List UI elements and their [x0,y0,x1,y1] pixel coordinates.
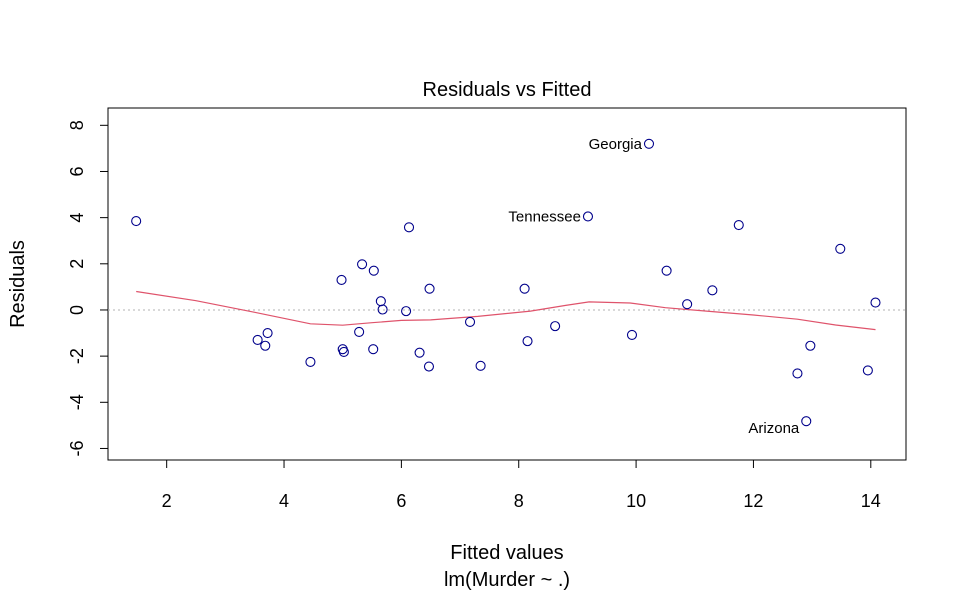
data-point [401,306,412,317]
y-axis-label: Residuals [7,240,29,328]
data-point [375,296,386,307]
point-annotations: Georgia Tennessee Arizona [508,136,799,437]
x-tick-label: 6 [396,491,406,511]
data-point [131,216,142,227]
residual-points [131,138,881,427]
x-tick-label: 10 [626,491,646,511]
data-point [522,336,533,347]
data-point [707,285,718,296]
y-tick-label: -4 [67,394,87,410]
data-point [252,334,263,346]
data-point [661,265,672,276]
y-tick-label: 0 [67,305,87,315]
y-tick-label: 6 [67,166,87,176]
data-point [550,321,561,332]
plot-frame [107,107,907,461]
data-point [862,365,873,376]
data-point [357,259,368,270]
chart-title: Residuals vs Fitted [423,79,592,101]
x-tick-label: 2 [162,491,172,511]
x-tick-label: 4 [279,491,289,511]
data-point [626,329,638,340]
point-label: Arizona [748,420,800,437]
data-point [475,360,486,371]
data-point [643,138,655,149]
data-point [682,299,693,310]
data-point [424,283,435,294]
data-point [305,356,316,367]
point-label: Tennessee [508,208,581,225]
data-point [423,361,435,372]
data-point [870,297,881,308]
y-tick-label: -6 [67,440,87,456]
data-point [336,274,347,286]
data-point [805,340,816,351]
data-point [801,416,812,427]
data-point [792,368,803,379]
y-tick-label: 2 [67,259,87,269]
data-point [377,304,388,315]
data-point [403,222,415,233]
y-tick-label: 8 [67,120,87,130]
y-tick-label: 4 [67,213,87,223]
data-point [260,340,271,351]
data-point [262,327,273,339]
data-point [414,347,425,358]
data-point [519,283,530,294]
data-point [338,346,349,358]
data-point [368,344,379,355]
data-point [835,243,846,254]
x-tick-label: 12 [743,491,763,511]
y-tick-label: -2 [67,348,87,364]
x-tick-label: 8 [514,491,524,511]
x-axis-label: Fitted values [450,542,563,564]
data-point [464,316,476,328]
x-tick-label: 14 [861,491,881,511]
y-axis: -6 -4 -2 0 2 4 6 8 [67,120,109,456]
chart-subtitle: lm(Murder ~ .) [444,569,570,591]
x-axis: 2 4 6 8 10 12 14 [162,459,881,511]
point-label: Georgia [589,136,643,153]
data-point [582,211,594,222]
data-point [354,326,365,337]
smooth-trend-line [136,290,876,331]
data-point [733,219,744,231]
data-point [368,265,379,276]
